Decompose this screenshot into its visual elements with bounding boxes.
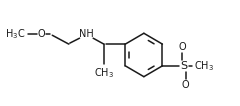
Text: O: O [178,42,186,52]
Text: O: O [182,80,190,90]
Text: O: O [38,29,45,39]
Text: CH$_3$: CH$_3$ [194,59,214,73]
Text: CH$_3$: CH$_3$ [94,66,114,80]
Text: H$_3$C: H$_3$C [5,27,25,41]
Text: S: S [180,61,187,71]
Text: NH: NH [79,29,94,39]
